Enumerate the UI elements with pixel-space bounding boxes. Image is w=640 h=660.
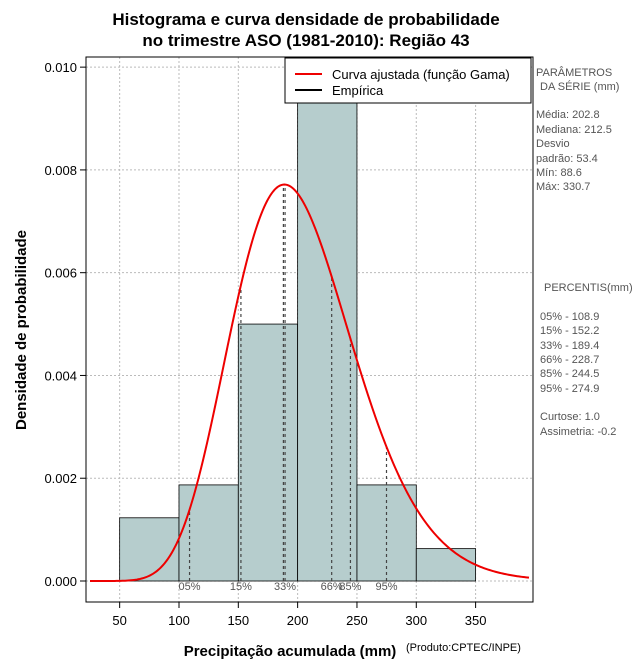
legend: Curva ajustada (função Gama) Empírica	[284, 57, 532, 104]
stat-media: Média: 202.8	[536, 109, 600, 121]
percentil-33: 33% - 189.4	[540, 340, 599, 352]
credit-text: (Produto:CPTEC/INPE)	[406, 642, 521, 654]
chart-title-line1: Histograma e curva densidade de probabil…	[112, 10, 499, 29]
gamma-curve-layer	[90, 183, 530, 582]
x-tick-label: 150	[227, 613, 249, 628]
stat-max: Máx: 330.7	[536, 181, 590, 193]
percentile-label: 85%	[339, 581, 361, 593]
y-tick-label: 0.000	[44, 574, 77, 589]
x-tick-label: 100	[168, 613, 190, 628]
legend-empirical-label: Empírica	[332, 83, 384, 98]
x-axis: 50 100 150 200 250 300 350	[112, 602, 486, 628]
y-tick-label: 0.008	[44, 163, 77, 178]
stat-mediana: Mediana: 212.5	[536, 124, 612, 136]
y-axis-label: Densidade de probabilidade	[13, 230, 30, 430]
stat-curtose: Curtose: 1.0	[540, 411, 600, 423]
gamma-curve	[90, 183, 530, 582]
percentile-label: 66%	[321, 581, 343, 593]
y-tick-label: 0.004	[44, 368, 77, 383]
percentil-15: 15% - 152.2	[540, 325, 599, 337]
stat-desvio-2: padrão: 53.4	[536, 153, 598, 165]
legend-box	[284, 57, 532, 104]
percentis-title: PERCENTIS(mm)	[544, 282, 633, 294]
percentile-label: 05%	[179, 581, 201, 593]
percentile-labels: 05% 15% 33% 66%85% 95%	[179, 581, 398, 593]
y-tick-label: 0.002	[44, 471, 77, 486]
y-tick-label: 0.006	[44, 266, 77, 281]
histogram-bar	[415, 548, 477, 582]
percentil-05: 05% - 108.9	[540, 311, 599, 323]
x-tick-label: 250	[346, 613, 368, 628]
plot-frame	[85, 56, 534, 603]
x-tick-label: 300	[405, 613, 427, 628]
histogram-bar	[237, 323, 299, 582]
percentile-label: 95%	[375, 581, 397, 593]
percentile-label: 15%	[230, 581, 252, 593]
y-tick-label: 0.010	[44, 60, 77, 75]
percentile-lines	[188, 184, 388, 581]
y-axis: 0.000 0.002 0.004 0.006 0.008 0.010	[44, 60, 86, 589]
percentile-label: 33%	[274, 581, 296, 593]
histogram-bar	[178, 484, 239, 582]
x-tick-label: 350	[465, 613, 487, 628]
percentil-95: 95% - 274.9	[540, 383, 599, 395]
chart-title-line2: no trimestre ASO (1981-2010): Região 43	[142, 31, 469, 50]
stat-desvio-1: Desvio	[536, 138, 570, 150]
histogram-bars	[119, 77, 477, 582]
side-panel: PARÂMETROS DA SÉRIE (mm) Média: 202.8 Me…	[536, 66, 633, 438]
params-title-1: PARÂMETROS	[536, 66, 612, 79]
x-tick-label: 50	[112, 613, 126, 628]
x-axis-label: Precipitação acumulada (mm)	[184, 643, 397, 660]
stat-min: Mín: 88.6	[536, 167, 582, 179]
legend-curve-label: Curva ajustada (função Gama)	[332, 67, 510, 82]
histogram-bar	[119, 517, 180, 582]
x-tick-label: 200	[287, 613, 309, 628]
percentil-85: 85% - 244.5	[540, 368, 599, 380]
stat-assimetria: Assimetria: -0.2	[540, 426, 616, 438]
percentil-66: 66% - 228.7	[540, 354, 599, 366]
params-title-2: DA SÉRIE (mm)	[540, 80, 619, 93]
